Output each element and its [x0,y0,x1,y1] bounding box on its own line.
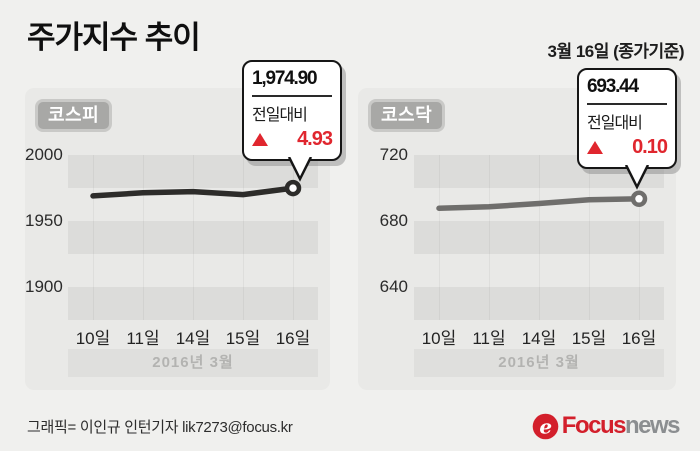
kospi-callout: 1,974.90 전일대비 4.93 [242,60,342,182]
y-tick-label: 720 [379,145,408,164]
last-close-marker [630,190,648,208]
callout-divider [252,95,332,97]
index-line-series [436,190,648,212]
x-tick-label: 11일 [126,329,160,348]
y-axis-labels: 2000 1950 1900 [25,145,68,320]
y-tick-label: 680 [379,211,408,230]
y-tick-label: 1900 [25,277,63,296]
x-axis-labels: 10일 11일 14일 15일 16일 [414,324,664,349]
grid-vline [192,155,194,320]
callout-divider [587,103,667,105]
date-label: 3월 16일 (종가기준) [547,42,685,61]
focus-swirl-icon: e [532,413,559,439]
kospi-change-value: 4.93 [297,128,333,150]
x-tick-label: 10일 [75,329,111,348]
plot-area [68,155,318,320]
kosdaq-badge: 코스닥 [368,99,446,132]
x-tick-label: 11일 [472,329,506,348]
plot-area [414,155,664,320]
kosdaq-change-value: 0.10 [632,136,668,158]
index-line [436,196,642,212]
kosdaq-change-label: 전일대비 [587,115,643,132]
x-tick-label: 15일 [571,329,607,348]
svg-text:e: e [539,414,552,438]
grid-vline [488,155,490,320]
x-tick-label: 16일 [621,329,657,348]
page-title: 주가지수 추이 [27,20,201,55]
kospi-chart: 2000 1950 1900 10일 11일 14일 15일 16일 2016년 3월 [25,145,318,390]
x-axis-labels: 10일 11일 14일 15일 16일 [68,324,318,349]
index-line [90,185,296,199]
kospi-close-value: 1,974.90 [252,68,318,89]
kospi-change-label: 전일대비 [252,107,308,124]
up-triangle-icon [587,141,603,154]
x-tick-label: 16일 [275,329,311,348]
x-tick-label: 14일 [521,329,557,348]
grid-vline [538,155,540,320]
period-band: 2016년 3월 [68,349,318,377]
kospi-badge: 코스피 [35,99,113,132]
kosdaq-change-row: 0.10 [587,136,668,159]
grid-vline [292,155,294,320]
x-tick-label: 10일 [421,329,457,348]
x-tick-label: 14일 [175,329,211,348]
kosdaq-close-value: 693.44 [587,76,639,97]
grid-vline [638,155,640,320]
up-triangle-icon [252,133,268,146]
index-line-series [90,179,302,199]
kospi-change-row: 4.93 [252,128,333,151]
y-tick-label: 640 [379,277,408,296]
kosdaq-callout: 693.44 전일대비 0.10 [577,68,677,190]
kosdaq-chart: 720 680 640 10일 11일 14일 15일 16일 2016년 3월 [358,145,664,390]
grid-vline [142,155,144,320]
credit-line: 그래픽= 이인규 인턴기자 lik7273@focus.kr [27,419,293,436]
grid-vline [588,155,590,320]
logo-suffix-text: news [624,412,681,439]
focus-news-logo: e Focus news [532,411,681,441]
grid-vline [242,155,244,320]
grid-vline [92,155,94,320]
last-close-marker [284,179,302,197]
y-axis-labels: 720 680 640 [358,145,414,320]
logo-brand-text: Focus [561,412,627,439]
callout-tail [624,165,650,190]
x-tick-label: 15일 [225,329,261,348]
grid-vline [438,155,440,320]
y-tick-label: 1950 [25,211,63,230]
y-tick-label: 2000 [25,145,63,164]
callout-tail [287,157,313,182]
period-band: 2016년 3월 [414,349,664,377]
